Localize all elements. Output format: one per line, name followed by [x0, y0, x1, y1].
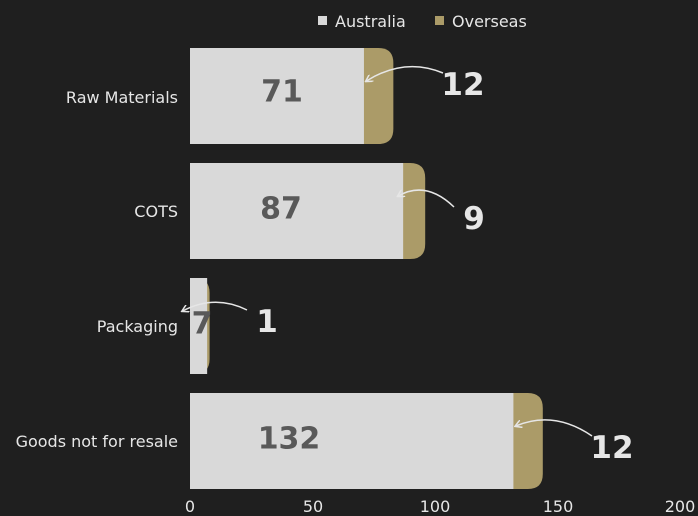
arrow-goods-not-for-resale	[516, 419, 593, 437]
data-label-overseas-cots: 9	[463, 201, 485, 237]
x-tick-200: 200	[665, 497, 696, 516]
bar-australia-cots[interactable]	[190, 163, 404, 259]
legend-label-overseas: Overseas	[452, 12, 527, 31]
arrow-packaging	[183, 301, 248, 311]
bars	[190, 48, 543, 489]
arrow-raw-materials	[366, 65, 444, 81]
bar-australia-goods-not-for-resale[interactable]	[190, 393, 514, 489]
arrows	[183, 65, 593, 437]
value-axis: 0 50 100 150 200	[185, 497, 695, 516]
x-tick-100: 100	[420, 497, 451, 516]
legend-swatch-overseas	[435, 16, 444, 25]
legend-label-australia: Australia	[335, 12, 406, 31]
bar-group-raw-materials	[190, 48, 394, 144]
data-label-overseas-goods-not-for-resale: 12	[590, 430, 633, 466]
category-label-packaging: Packaging	[97, 317, 178, 336]
legend-item-australia[interactable]: Australia	[318, 12, 406, 31]
bar-group-packaging	[190, 278, 210, 374]
data-label-australia-goods-not-for-resale: 132	[258, 422, 321, 457]
legend: Australia Overseas	[318, 12, 527, 31]
category-label-goods-not-for-resale: Goods not for resale	[16, 432, 178, 451]
data-label-australia-cots: 87	[260, 192, 302, 227]
bar-australia-packaging[interactable]	[190, 278, 208, 374]
x-tick-150: 150	[543, 497, 574, 516]
category-label-cots: COTS	[134, 202, 178, 221]
data-label-overseas-packaging: 1	[256, 304, 278, 340]
arrow-cots	[398, 189, 455, 208]
x-tick-0: 0	[185, 497, 195, 516]
x-tick-50: 50	[303, 497, 323, 516]
category-axis: Raw Materials COTS Packaging Goods not f…	[16, 88, 178, 451]
bar-australia-raw-materials[interactable]	[190, 48, 364, 144]
data-label-overseas-raw-materials: 12	[441, 67, 484, 103]
data-label-australia-raw-materials: 71	[261, 75, 303, 110]
legend-swatch-australia	[318, 16, 327, 25]
category-label-raw-materials: Raw Materials	[66, 88, 178, 107]
bar-group-goods-not-for-resale	[190, 393, 543, 489]
bar-group-cots	[190, 163, 426, 259]
legend-item-overseas[interactable]: Overseas	[435, 12, 527, 31]
data-label-australia-packaging: 7	[192, 307, 213, 342]
